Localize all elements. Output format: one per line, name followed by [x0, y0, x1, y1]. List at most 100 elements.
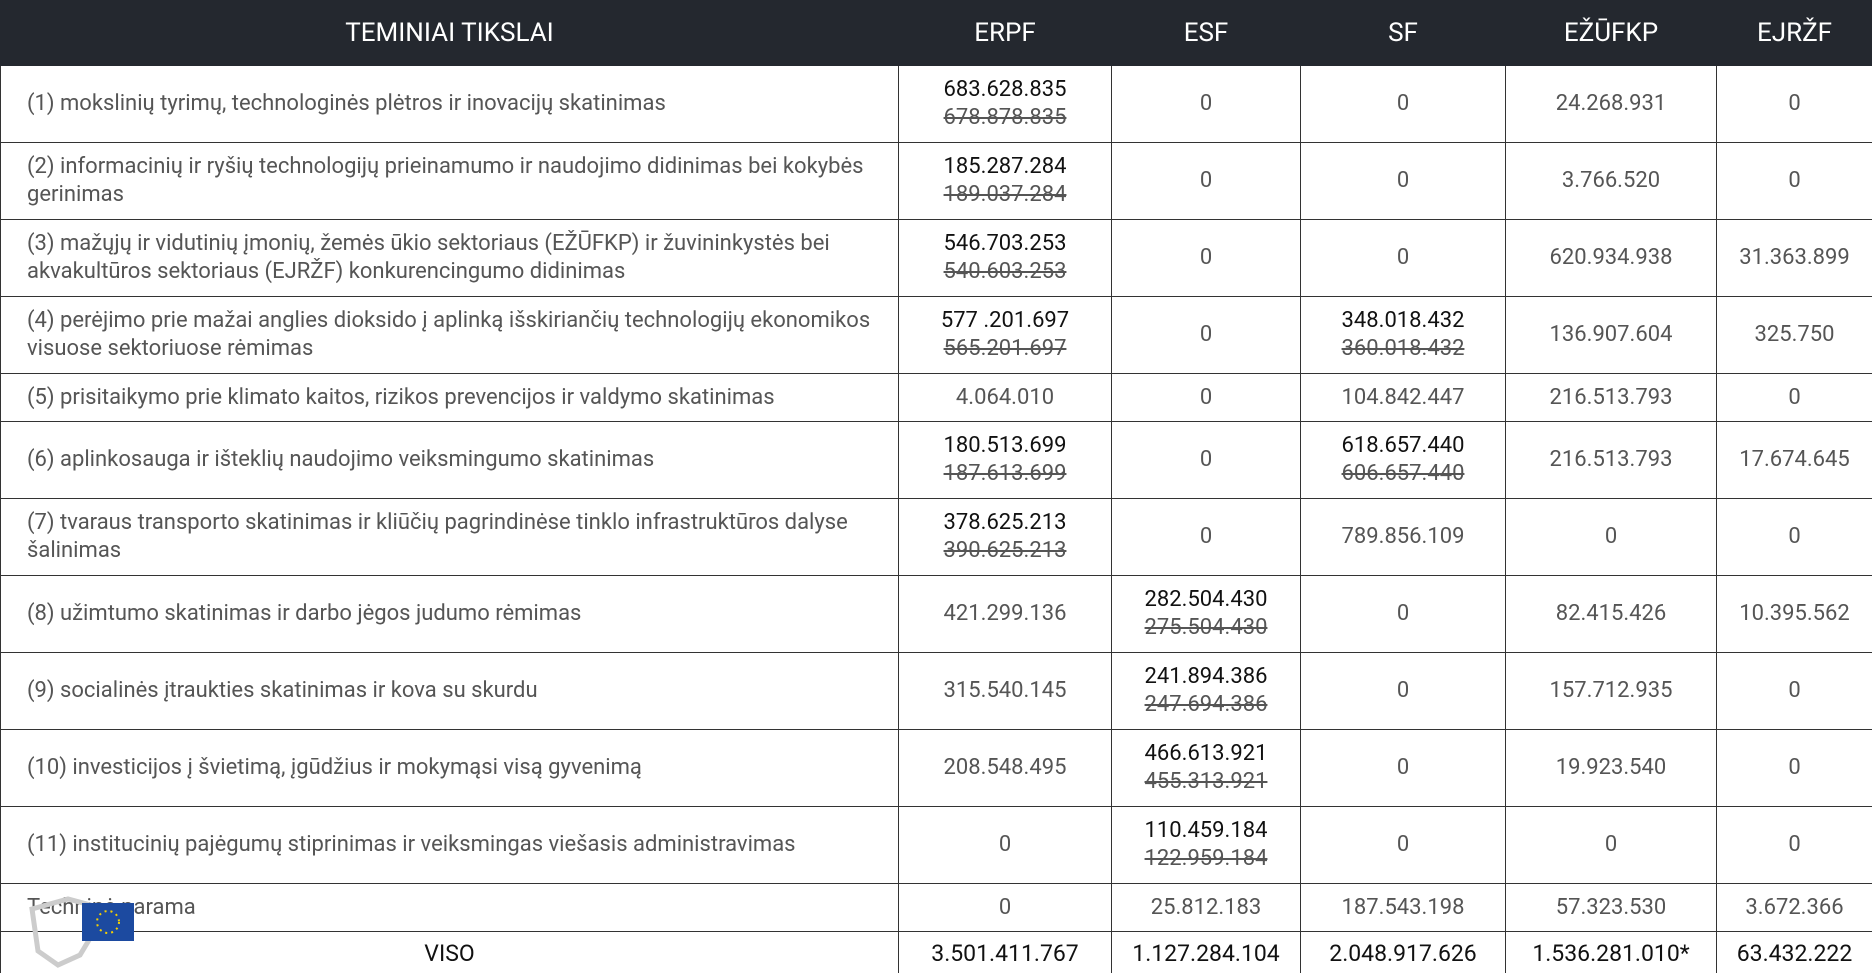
- old-value: 189.037.284: [943, 182, 1067, 207]
- header-cell: TEMINIAI TIKSLAI: [0, 0, 899, 66]
- old-value: 360.018.432: [1341, 336, 1465, 361]
- row-label: (1) mokslinių tyrimų, technologinės plėt…: [0, 65, 899, 143]
- cell: 110.459.184 122.959.184: [1111, 806, 1301, 884]
- cell: 185.287.284 189.037.284: [898, 142, 1112, 220]
- old-value: 455.313.921: [1144, 769, 1268, 794]
- old-value: 540.603.253: [943, 259, 1067, 284]
- old-value: 606.657.440: [1341, 461, 1465, 486]
- header-cell: EŽŪFKP: [1505, 0, 1717, 66]
- cell: 0: [1716, 373, 1872, 422]
- cell: 378.625.213 390.625.213: [898, 498, 1112, 576]
- current-value: 110.459.184: [1144, 818, 1268, 843]
- current-value: 185.287.284: [943, 154, 1067, 179]
- table-row: (7) tvaraus transporto skatinimas ir kli…: [0, 498, 1872, 576]
- current-value: 180.513.699: [943, 433, 1067, 458]
- cell: 63.432.222: [1716, 931, 1872, 973]
- cell: 180.513.699 187.613.699: [898, 421, 1112, 499]
- row-label: (11) institucinių pajėgumų stiprinimas i…: [0, 806, 899, 884]
- cell: 104.842.447: [1300, 373, 1506, 422]
- cell: 466.613.921 455.313.921: [1111, 729, 1301, 807]
- cell: 24.268.931: [1505, 65, 1717, 143]
- cell: 0: [898, 883, 1112, 932]
- cell: 2.048.917.626: [1300, 931, 1506, 973]
- cell: 421.299.136: [898, 575, 1112, 653]
- table-row: (1) mokslinių tyrimų, technologinės plėt…: [0, 65, 1872, 143]
- old-value: 565.201.697: [943, 336, 1067, 361]
- cell: 546.703.253 540.603.253: [898, 219, 1112, 297]
- header-cell: EJRŽF: [1716, 0, 1872, 66]
- cell: 0: [1111, 142, 1301, 220]
- row-label: (8) užimtumo skatinimas ir darbo jėgos j…: [0, 575, 899, 653]
- cell: 1.536.281.010*: [1505, 931, 1717, 973]
- cell: 0: [1716, 142, 1872, 220]
- cell: 0: [1716, 806, 1872, 884]
- cell: 0: [1111, 498, 1301, 576]
- old-value: 390.625.213: [943, 538, 1067, 563]
- cell: 0: [1716, 498, 1872, 576]
- header-cell: ERPF: [898, 0, 1112, 66]
- cell: 0: [1716, 729, 1872, 807]
- cell: 683.628.835 678.878.835: [898, 65, 1112, 143]
- cell: 187.543.198: [1300, 883, 1506, 932]
- table-row: (8) užimtumo skatinimas ir darbo jėgos j…: [0, 575, 1872, 653]
- table-row: Techninė parama 0 25.812.183 187.543.198 57.…: [0, 883, 1872, 932]
- cell: 0: [1716, 65, 1872, 143]
- row-label: (3) mažųjų ir vidutinių įmonių, žemės ūk…: [0, 219, 899, 297]
- cell: 0: [898, 806, 1112, 884]
- cell: 3.501.411.767: [898, 931, 1112, 973]
- cell: 17.674.645: [1716, 421, 1872, 499]
- cell: 241.894.386 247.694.386: [1111, 652, 1301, 730]
- current-value: 378.625.213: [943, 510, 1067, 535]
- table-row: (10) investicijos į švietimą, įgūdžius i…: [0, 729, 1872, 807]
- row-label: (10) investicijos į švietimą, įgūdžius i…: [0, 729, 899, 807]
- row-label: (7) tvaraus transporto skatinimas ir kli…: [0, 498, 899, 576]
- cell: 157.712.935: [1505, 652, 1717, 730]
- cell: 25.812.183: [1111, 883, 1301, 932]
- row-label: (5) prisitaikymo prie klimato kaitos, ri…: [0, 373, 899, 422]
- cell: 0: [1300, 142, 1506, 220]
- table-row: VISO 3.501.411.767 1.127.284.104 2.048.917.…: [0, 931, 1872, 973]
- current-value: 683.628.835: [943, 77, 1067, 102]
- cell: 577 .201.697 565.201.697: [898, 296, 1112, 374]
- cell: 618.657.440 606.657.440: [1300, 421, 1506, 499]
- cell: 0: [1111, 296, 1301, 374]
- row-label: VISO: [0, 931, 899, 973]
- cell: 3.766.520: [1505, 142, 1717, 220]
- cell: 0: [1111, 65, 1301, 143]
- cell: 789.856.109: [1300, 498, 1506, 576]
- cell: 0: [1300, 65, 1506, 143]
- current-value: 577 .201.697: [940, 308, 1070, 333]
- current-value: 282.504.430: [1144, 587, 1268, 612]
- old-value: 275.504.430: [1144, 615, 1268, 640]
- cell: 0: [1505, 806, 1717, 884]
- cell: 216.513.793: [1505, 421, 1717, 499]
- header-cell: SF: [1300, 0, 1506, 66]
- table-row: (3) mažųjų ir vidutinių įmonių, žemės ūk…: [0, 219, 1872, 297]
- cell: 3.672.366: [1716, 883, 1872, 932]
- cell: 348.018.432 360.018.432: [1300, 296, 1506, 374]
- old-value: 187.613.699: [943, 461, 1067, 486]
- cell: 0: [1505, 498, 1717, 576]
- row-label: (6) aplinkosauga ir išteklių naudojimo v…: [0, 421, 899, 499]
- cell: 216.513.793: [1505, 373, 1717, 422]
- cell: 31.363.899: [1716, 219, 1872, 297]
- cell: 0: [1300, 575, 1506, 653]
- table-row: (6) aplinkosauga ir išteklių naudojimo v…: [0, 421, 1872, 499]
- row-label: (9) socialinės įtraukties skatinimas ir …: [0, 652, 899, 730]
- cell: 4.064.010: [898, 373, 1112, 422]
- table-row: (9) socialinės įtraukties skatinimas ir …: [0, 652, 1872, 730]
- header-row: TEMINIAI TIKSLAI ERPF ESF SF EŽŪFKP EJRŽF: [0, 0, 1872, 66]
- cell: 0: [1111, 421, 1301, 499]
- current-value: 466.613.921: [1144, 741, 1268, 766]
- cell: 315.540.145: [898, 652, 1112, 730]
- current-value: 618.657.440: [1341, 433, 1465, 458]
- cell: 1.127.284.104: [1111, 931, 1301, 973]
- old-value: 122.959.184: [1144, 846, 1268, 871]
- cell: 0: [1300, 806, 1506, 884]
- cell: 0: [1300, 219, 1506, 297]
- current-value: 348.018.432: [1341, 308, 1465, 333]
- cell: 57.323.530: [1505, 883, 1717, 932]
- cell: 282.504.430 275.504.430: [1111, 575, 1301, 653]
- row-label: (2) informacinių ir ryšių technologijų p…: [0, 142, 899, 220]
- cell: 0: [1300, 652, 1506, 730]
